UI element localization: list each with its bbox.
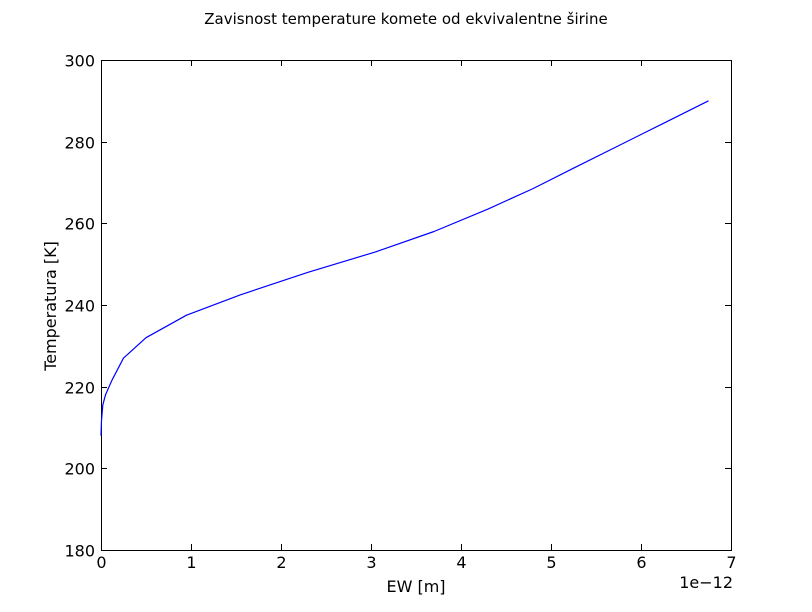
y-tick-label: 300 [64, 52, 95, 71]
x-tick-label: 0 [96, 553, 106, 572]
x-tick-label: 4 [456, 553, 466, 572]
series-layer [100, 100, 709, 436]
x-axis-ticks: 0 1 2 3 4 5 6 7 [96, 60, 737, 572]
y-tick-label: 200 [64, 460, 95, 479]
chart-title: Zavisnost temperature komete od ekvivale… [204, 10, 607, 28]
x-tick-label: 5 [546, 553, 556, 572]
y-axis-label: Temperatura [K] [41, 241, 60, 372]
x-axis-label: EW [m] [386, 577, 445, 596]
y-tick-label: 260 [64, 215, 95, 234]
x-tick-label: 2 [276, 553, 286, 572]
y-tick-label: 240 [64, 297, 95, 316]
x-tick-label: 7 [726, 553, 736, 572]
series-line-0 [100, 100, 709, 436]
x-tick-label: 6 [636, 553, 646, 572]
y-axis-ticks: 180 200 220 240 260 280 300 [64, 52, 731, 561]
x-tick-label: 1 [186, 553, 196, 572]
y-tick-label: 220 [64, 379, 95, 398]
x-tick-label: 3 [366, 553, 376, 572]
x-axis-offset-label: 1e−12 [679, 573, 733, 592]
plot-area-frame [101, 60, 732, 551]
y-tick-label: 180 [64, 542, 95, 561]
y-tick-label: 280 [64, 134, 95, 153]
